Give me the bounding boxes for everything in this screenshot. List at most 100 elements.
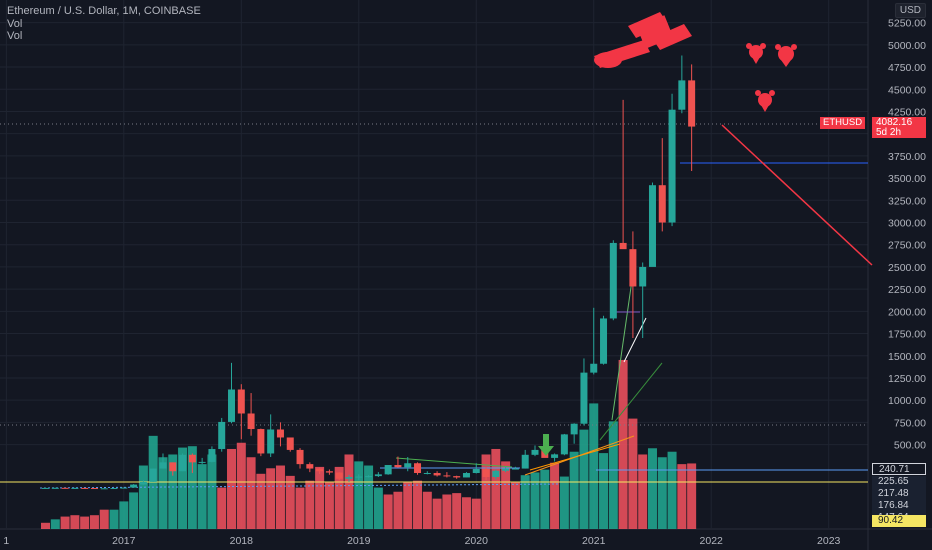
candle <box>404 457 412 472</box>
down-arrow-marker <box>538 434 554 456</box>
volume-bar <box>628 418 638 529</box>
bar-countdown: 5d 2h <box>876 127 902 138</box>
time-tick-label: 1 <box>3 535 9 547</box>
candle <box>384 465 392 475</box>
volume-bar <box>266 468 276 529</box>
volume-legend-1: Vol <box>7 18 23 30</box>
candle <box>325 469 333 475</box>
price-tick-label: 3500.00 <box>888 173 926 185</box>
candle <box>472 463 480 474</box>
time-tick-label: 2022 <box>700 535 724 547</box>
volume-bar <box>608 421 618 529</box>
volume-bar <box>109 509 119 529</box>
candle <box>365 475 373 478</box>
volume-bar <box>285 475 295 529</box>
volume-bar <box>158 457 168 529</box>
candle <box>345 474 353 482</box>
volume-bar <box>305 480 315 529</box>
volume-bar <box>344 454 354 529</box>
price-tick-label: 3000.00 <box>888 218 926 230</box>
price-tick-label: 4500.00 <box>888 84 926 96</box>
volume-badge: 225.65 <box>872 476 926 488</box>
price-tick-label: 2500.00 <box>888 262 926 274</box>
time-tick-label: 2017 <box>112 535 136 547</box>
gavel-icon <box>594 12 692 68</box>
price-tick-label: 4250.00 <box>888 106 926 118</box>
volume-bar <box>657 457 667 529</box>
price-tick-label: 4750.00 <box>888 62 926 74</box>
volume-bar <box>168 454 178 529</box>
candle <box>648 182 656 267</box>
candle <box>423 471 431 475</box>
candle <box>159 453 167 469</box>
volume-bar <box>442 494 452 529</box>
candle <box>169 462 177 476</box>
candle <box>81 487 89 489</box>
candle <box>355 474 363 481</box>
volume-bar <box>315 466 325 529</box>
price-tick-label: 2750.00 <box>888 240 926 252</box>
candle <box>443 472 451 478</box>
time-tick-label: 2021 <box>582 535 606 547</box>
volume-bar <box>403 482 413 529</box>
candle <box>609 240 617 321</box>
candle <box>286 437 294 452</box>
volume-bar <box>207 454 217 529</box>
candle <box>531 445 539 457</box>
candle <box>658 138 666 232</box>
candle <box>257 428 265 457</box>
volume-bar <box>99 509 109 529</box>
candle <box>198 457 206 465</box>
volume-bar <box>227 448 237 529</box>
candle <box>110 487 118 490</box>
volume-bar <box>275 465 285 529</box>
volume-badge: 217.48 <box>872 488 926 500</box>
volume-bar <box>129 492 139 529</box>
candle <box>433 471 441 477</box>
volume-bar <box>618 359 628 529</box>
candle <box>90 488 98 490</box>
candle <box>619 99 627 250</box>
volume-bar <box>432 498 442 529</box>
volume-bar <box>256 473 266 529</box>
volume-bars <box>41 359 697 529</box>
candle <box>521 449 529 469</box>
candle <box>502 466 510 473</box>
volume-bar <box>471 498 481 529</box>
candle <box>678 55 686 114</box>
candle <box>668 93 676 227</box>
volume-bar <box>638 454 648 529</box>
price-tick-label: 5000.00 <box>888 40 926 52</box>
volume-bar <box>413 480 423 529</box>
candle <box>335 472 343 481</box>
currency-label[interactable]: USD <box>894 3 926 18</box>
candle <box>71 487 79 489</box>
candle <box>492 469 500 480</box>
candle <box>374 472 382 478</box>
candle <box>511 466 519 470</box>
last-price-badge: 4082.16 5d 2h <box>872 117 926 138</box>
time-tick-label: 2019 <box>347 535 371 547</box>
bear-icon <box>775 44 797 67</box>
volume-bar <box>599 453 609 529</box>
volume-bar <box>246 457 256 529</box>
price-tick-label: 1500.00 <box>888 351 926 363</box>
candle <box>639 262 647 338</box>
candle <box>414 462 422 475</box>
volume-bar <box>559 476 569 529</box>
candle <box>149 468 157 482</box>
candle <box>188 453 196 474</box>
volume-bar <box>295 487 305 529</box>
volume-bar <box>550 462 560 529</box>
volume-bar <box>491 448 501 529</box>
volume-bar <box>461 497 471 529</box>
candle <box>218 417 226 452</box>
volume-bar <box>354 461 364 529</box>
candle <box>560 433 568 456</box>
price-tick-label: 1750.00 <box>888 329 926 341</box>
volume-bar <box>41 522 50 529</box>
candle <box>394 456 402 468</box>
volume-bar <box>236 442 246 529</box>
